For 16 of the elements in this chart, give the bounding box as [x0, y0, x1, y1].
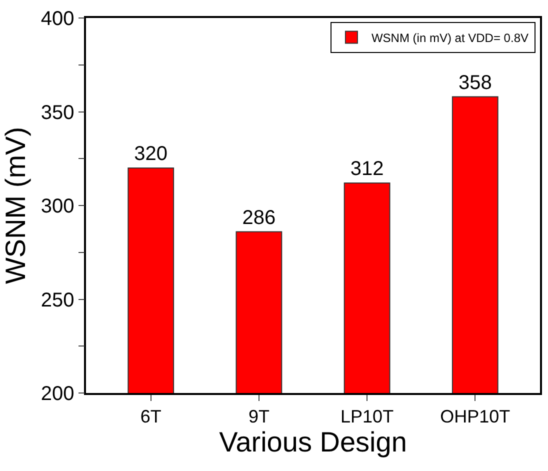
y-tick-label: 300 — [40, 196, 74, 218]
y-tick-label: 350 — [40, 102, 74, 124]
y-tick-label: 200 — [40, 383, 74, 405]
x-tick-label: LP10T — [340, 406, 394, 426]
data-label: 358 — [458, 72, 492, 94]
legend-label: WSNM (in mV) at VDD= 0.8V — [371, 30, 528, 45]
x-tick-label: OHP10T — [440, 406, 510, 426]
y-tick-label: 250 — [40, 289, 74, 312]
data-label: 320 — [134, 143, 168, 165]
x-axis-title: Various Design — [219, 426, 407, 458]
x-tick-label: 9T — [248, 406, 270, 426]
data-label: 286 — [242, 206, 276, 229]
y-axis-title: WSNM (mV) — [0, 126, 31, 284]
x-tick-label: 6T — [140, 406, 162, 426]
y-tick-label: 400 — [40, 8, 74, 30]
data-label: 312 — [350, 158, 384, 180]
